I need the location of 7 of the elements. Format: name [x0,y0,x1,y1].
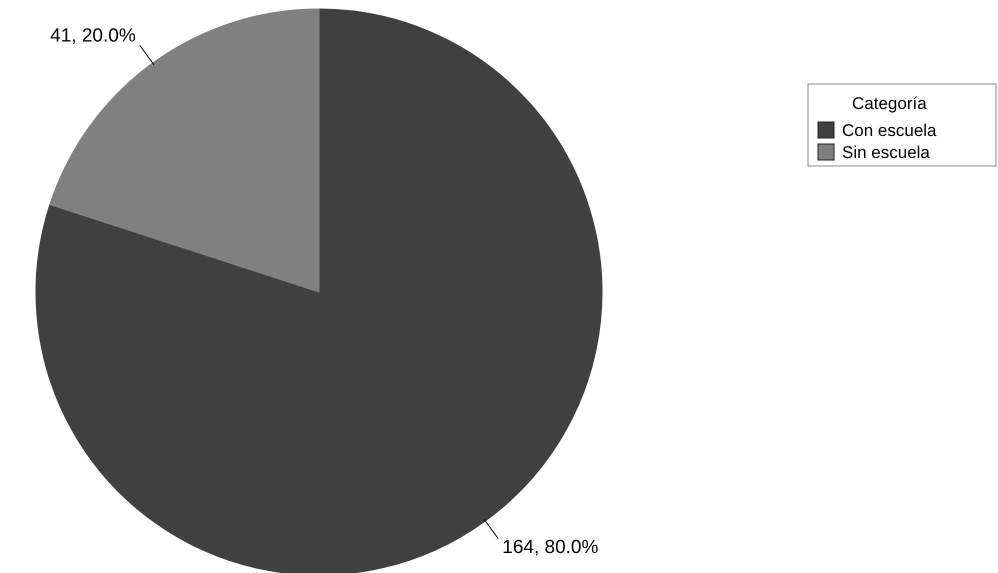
legend-label: Con escuela [842,121,938,140]
legend-label: Sin escuela [842,143,930,162]
data-label: 164, 80.0% [502,536,599,558]
pie-slice [49,8,320,292]
data-label: 41, 20.0% [50,25,136,46]
pie-slice [36,8,602,573]
legend-title: Categoría [852,94,928,113]
